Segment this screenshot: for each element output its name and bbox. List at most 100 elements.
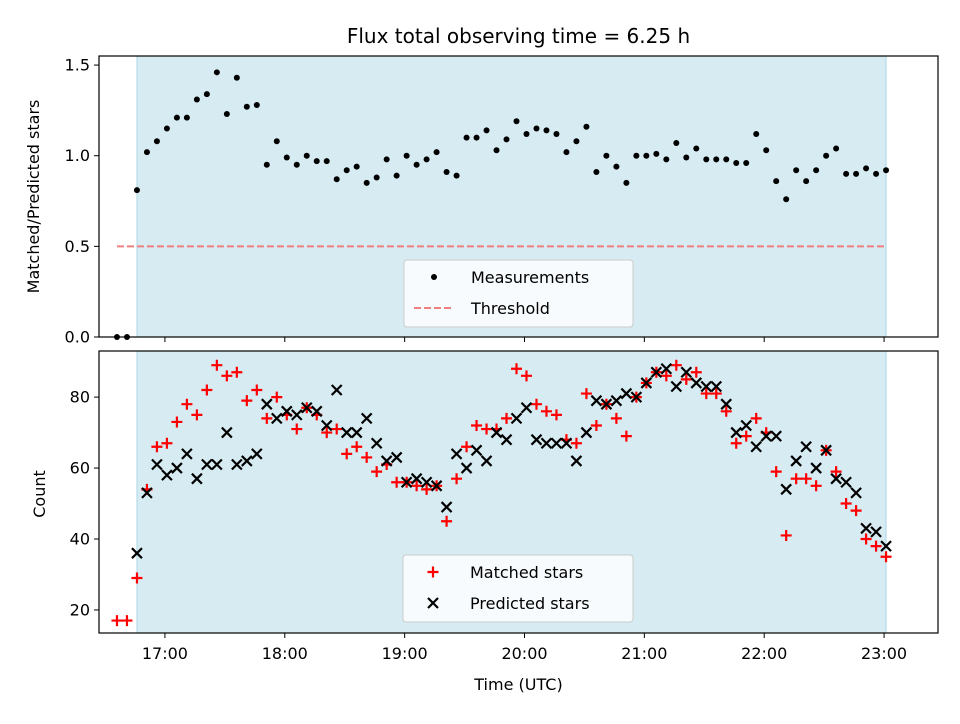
matched-star-point (201, 384, 213, 396)
predicted-star-point (290, 409, 303, 421)
predicted-star-point (780, 483, 792, 496)
x-tick-label: 22:00 (741, 644, 787, 663)
matched-star-point (680, 373, 692, 385)
measurement-point (143, 149, 150, 156)
predicted-star-point (810, 462, 822, 474)
matched-star-point (860, 533, 872, 545)
predicted-star-point (340, 426, 353, 439)
predicted-star-point (570, 455, 583, 467)
matched-star-point (191, 409, 203, 421)
predicted-star-point (540, 437, 553, 450)
predicted-star-point (191, 472, 203, 485)
predicted-star-point (730, 426, 743, 439)
predicted-star-point (211, 458, 223, 471)
matched-star-point (421, 483, 433, 495)
matched-star-point (550, 409, 562, 421)
predicted-star-point (241, 455, 253, 467)
predicted-star-point (840, 476, 852, 489)
matched-star-point (171, 416, 183, 428)
matched-star-point (291, 423, 303, 435)
measurement-point (443, 169, 450, 176)
predicted-star-point (530, 433, 543, 446)
legend-box (403, 259, 634, 328)
predicted-star-point (201, 458, 213, 471)
measurement-point (233, 74, 240, 81)
measurement-point (543, 127, 550, 134)
predicted-star-point (370, 437, 383, 450)
predicted-star-point (300, 401, 313, 414)
predicted-star-point (700, 380, 713, 393)
predicted-star-point (590, 394, 603, 407)
measurement-point (623, 179, 630, 186)
bottom-y-axis-label: Count (30, 470, 49, 518)
predicted-star-point (161, 469, 173, 481)
matched-star-point (540, 405, 552, 417)
measurement-point (633, 152, 640, 159)
top-panel: 0.0 0.5 1.0 1.5 Measurements Threshold (65, 55, 939, 347)
y-tick-label: 40 (70, 530, 90, 549)
predicted-star-point (470, 444, 483, 457)
measurement-point (803, 178, 810, 185)
measurement-point (473, 134, 480, 141)
predicted-star-point (580, 426, 593, 439)
predicted-star-point (380, 455, 393, 467)
y-tick-label: 0.5 (65, 237, 90, 256)
matched-star-point (590, 419, 602, 431)
predicted-star-point (830, 472, 842, 485)
predicted-star-point (330, 384, 343, 396)
predicted-star-point (660, 362, 673, 375)
measurement-point (133, 187, 140, 194)
legend-label: Predicted stars (470, 594, 590, 613)
measurement-point (643, 152, 650, 159)
matched-star-point (520, 370, 532, 382)
matched-star-point (371, 466, 383, 478)
matched-star-point (700, 388, 712, 400)
matched-star-point (790, 473, 802, 485)
predicted-star-point (600, 398, 613, 410)
matched-star-point (471, 419, 483, 431)
measurement-point (213, 69, 220, 76)
x-tick-label: 21:00 (621, 644, 667, 663)
predicted-star-point (770, 430, 782, 442)
y-tick-label: 1.5 (65, 56, 90, 75)
matched-star-point (670, 359, 682, 371)
measurement-point (753, 130, 760, 137)
x-axis-label: Time (UTC) (473, 675, 562, 694)
measurement-point (653, 150, 660, 157)
predicted-star-point (171, 462, 183, 474)
measurement-point (683, 154, 690, 161)
measurement-point (603, 152, 610, 159)
matched-star-point (580, 388, 592, 400)
matched-star-point (750, 412, 762, 424)
matched-star-point (181, 398, 193, 410)
measurement-point (553, 130, 560, 137)
measurement-point (253, 101, 260, 108)
matched-star-point (870, 540, 882, 552)
matched-star-point (161, 437, 173, 449)
matched-star-point (321, 427, 333, 439)
matched-star-point (610, 412, 622, 424)
matched-star-point (331, 423, 343, 435)
predicted-star-point (760, 430, 772, 442)
matched-star-point (111, 615, 123, 627)
matched-star-point (391, 476, 403, 488)
matched-star-point (241, 395, 253, 407)
matched-star-point (351, 441, 363, 453)
x-tick-label: 18:00 (262, 644, 308, 663)
measurement-point (293, 161, 300, 168)
matched-star-point (131, 572, 143, 584)
predicted-star-point (480, 455, 493, 467)
measurement-point (663, 156, 670, 163)
measurement-point (793, 167, 800, 174)
predicted-star-point (740, 419, 753, 432)
predicted-star-point (400, 476, 413, 489)
measurement-point (773, 178, 780, 185)
matched-star-point (620, 430, 632, 442)
measurement-point (783, 196, 790, 203)
y-tick-label: 1.0 (65, 146, 90, 165)
matched-star-point (271, 391, 283, 403)
legend-matched-marker (427, 566, 439, 578)
matched-star-point (770, 466, 782, 478)
predicted-star-point (500, 433, 513, 446)
predicted-star-point (560, 437, 573, 450)
